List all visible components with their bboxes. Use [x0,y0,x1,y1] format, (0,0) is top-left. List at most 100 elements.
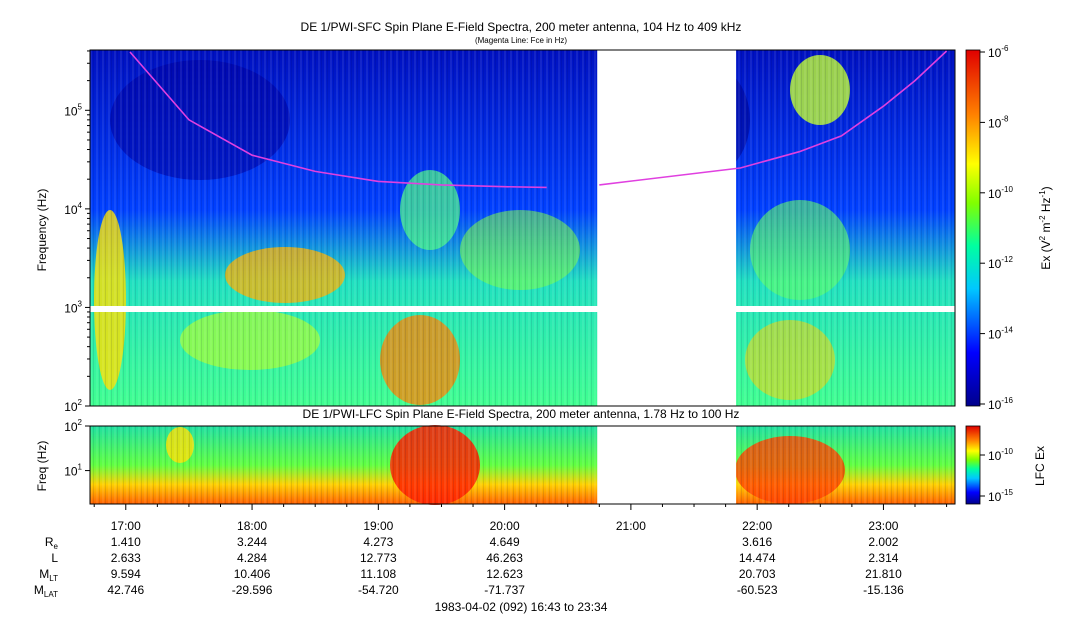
ephemeris-value: 12.773 [360,551,397,565]
time-tick-label: 17:00 [111,519,141,533]
lfc-cbar-tick-label-exponent: -15 [1001,488,1013,497]
time-tick-label: 23:00 [868,519,898,533]
sfc-y-axis-label: Frequency (Hz) [35,189,49,272]
sfc-y-tick-label: 105 [64,102,82,118]
sfc-cbar-tick-label-exponent: -16 [1001,396,1013,405]
sfc-title: DE 1/PWI-SFC Spin Plane E-Field Spectra,… [301,20,742,34]
sfc-cbar-tick-label-base: 10 [988,398,1002,412]
ephemeris-row-label: Re [45,535,59,551]
ephemeris-label-sub: LT [49,574,58,583]
ephemeris-value: -71.737 [484,583,525,597]
ephemeris-label-sub: LAT [44,590,58,599]
sfc-y-tick-label: 102 [64,398,82,414]
ephemeris-label-main: M [39,567,49,581]
lfc-colorbar-gradient [965,425,981,505]
sfc-y-tick-label-base: 10 [64,203,78,217]
cbar-label-end: ) [1039,186,1053,190]
sfc-cbar-tick-label-base: 10 [988,116,1002,130]
ephemeris-label-sub: e [54,542,59,551]
ephemeris-value: 21.810 [865,567,902,581]
ephemeris-value: 4.273 [363,535,393,549]
ephemeris-value: 12.623 [486,567,523,581]
sfc-cbar-tick-label-exponent: -10 [1001,185,1013,194]
lfc-y-tick-label-exponent: 1 [78,463,83,472]
sfc-y-tick-label-exponent: 2 [78,398,83,407]
ephemeris-value: 2.314 [868,551,898,565]
time-axis-ticks: 17:00 18:00 19:00 20:00 21:00 22:00 23:00 [93,504,948,533]
sfc-y-tick-label-base: 10 [64,400,78,414]
sfc-y-tick-label-exponent: 4 [78,201,83,210]
sfc-cbar-tick-label-exponent: -6 [1001,44,1009,53]
sfc-cbar-tick-label-base: 10 [988,257,1002,271]
ephemeris-value: 2.633 [111,551,141,565]
time-tick-label: 20:00 [490,519,520,533]
lfc-y-tick-label: 101 [64,463,82,479]
ephemeris-value: 2.002 [868,535,898,549]
sfc-colorbar-label: Ex (V2 m-2 Hz-1) [1038,186,1053,269]
sfc-cbar-tick-label: 10-12 [988,255,1013,271]
lfc-title: DE 1/PWI-LFC Spin Plane E-Field Spectra,… [303,407,740,421]
cbar-label-exp3: -1 [1038,190,1047,198]
fce-line [129,51,547,189]
lfc-cbar-tick-label: 10-15 [988,488,1013,504]
sfc-cbar-tick-label-exponent: -14 [1001,326,1013,335]
fce-line-segment [599,50,948,186]
ephemeris-value: 4.649 [490,535,520,549]
sfc-y-tick-label-exponent: 3 [78,299,83,308]
ephemeris-row-label: MLAT [34,583,58,599]
sfc-cbar-tick-label: 10-10 [988,185,1013,201]
sfc-y-tick-label-base: 10 [64,104,78,118]
cbar-label-main: Ex (V [1039,240,1053,269]
sfc-cbar-tick-label: 10-16 [988,396,1013,412]
sfc-y-tick-label: 104 [64,201,82,217]
lfc-y-tick-label-base: 10 [64,420,78,434]
ephemeris-row-label: MLT [39,567,58,583]
lfc-colorbar-label: LFC Ex [1033,446,1047,486]
ephemeris-value: 46.263 [486,551,523,565]
ephemeris-value: 42.746 [107,583,144,597]
time-tick-label: 22:00 [742,519,772,533]
ephemeris-value: 4.284 [237,551,267,565]
ephemeris-value: -15.136 [863,583,904,597]
ephemeris-label-main: L [51,551,58,565]
sfc-y-tick-label: 103 [64,299,82,315]
sfc-plot-frame [89,49,956,407]
sfc-y-tick-label-exponent: 5 [78,102,83,111]
sfc-cbar-tick-label-exponent: -12 [1001,255,1013,264]
sfc-cbar-tick-label-base: 10 [988,187,1002,201]
ephemeris-value: 3.616 [742,535,772,549]
ephemeris-value: 11.108 [360,567,396,581]
sfc-cbar-tick-label-exponent: -8 [1001,114,1009,123]
sfc-band-gap [90,306,955,312]
time-tick-label: 19:00 [363,519,393,533]
time-tick-label: 18:00 [237,519,267,533]
ephemeris-value: 20.703 [739,567,776,581]
lfc-streak-overlay [90,426,955,504]
ephemeris-label-main: M [34,583,44,597]
ephemeris-value: -54.720 [358,583,399,597]
ephemeris-value: 9.594 [111,567,141,581]
ephemeris-table: Re 1.410 3.244 4.273 4.649 3.616 2.002 L 2.633 4.… [34,535,904,599]
sfc-cbar-tick-label: 10-14 [988,326,1013,342]
lfc-y-tick-label-exponent: 2 [78,418,83,427]
ephemeris-value: 1.410 [111,535,141,549]
lfc-y-axis-label: Freq (Hz) [35,441,49,492]
lfc-cbar-tick-label: 10-10 [988,447,1013,463]
lfc-y-tick-label: 102 [64,418,82,434]
lfc-y-tick-label-base: 10 [64,465,78,479]
sfc-cbar-tick-label: 10-6 [988,44,1009,60]
lfc-cbar-tick-label-base: 10 [988,449,1002,463]
cbar-label-mid: m [1039,223,1053,236]
lfc-data-gap [597,426,737,504]
sfc-data-gap [597,50,737,406]
lfc-plot-frame [89,425,956,505]
ephemeris-value: -29.596 [232,583,273,597]
ephemeris-value: -60.523 [737,583,778,597]
